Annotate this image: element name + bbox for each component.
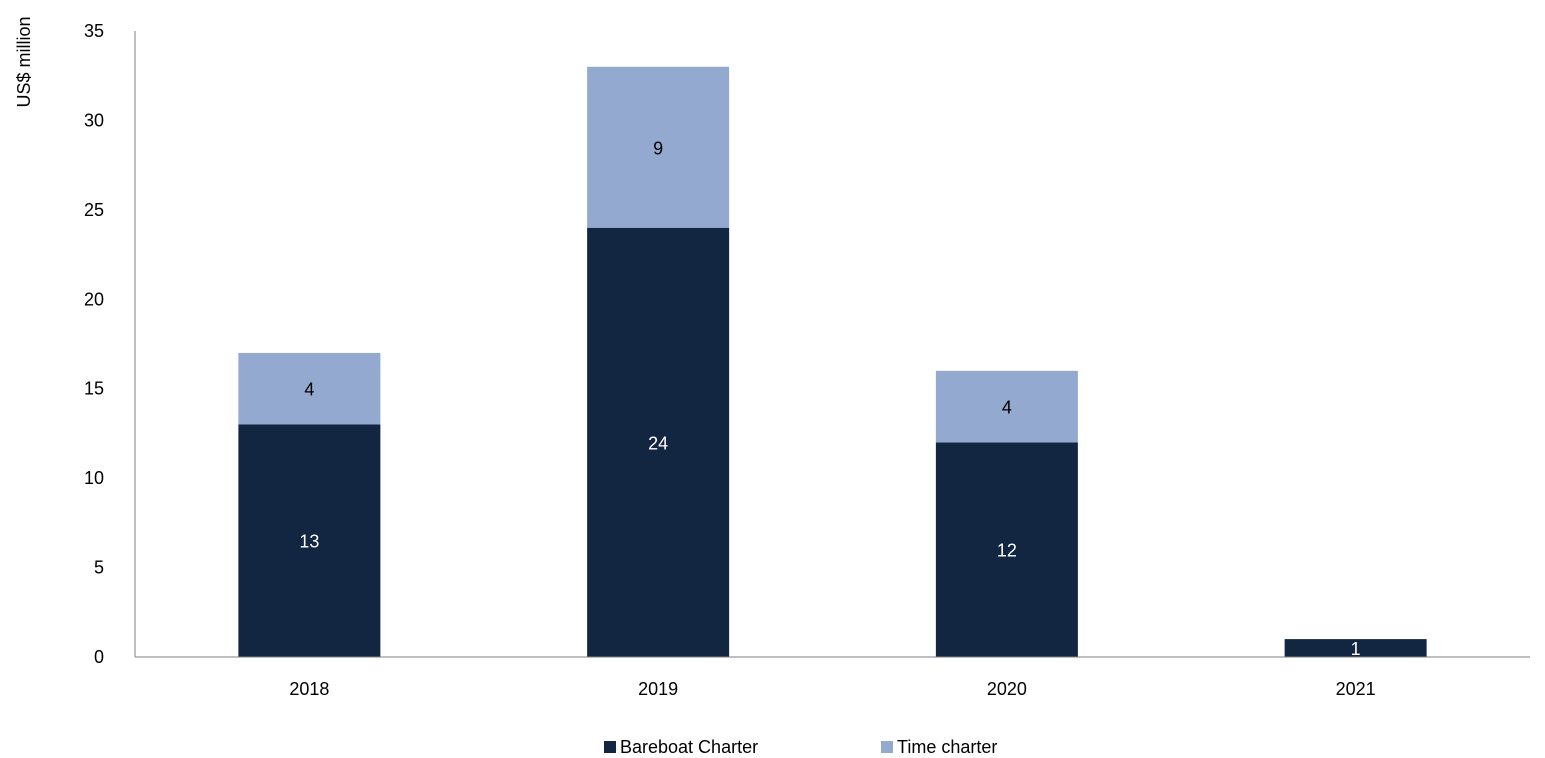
- data-label: 4: [1002, 398, 1012, 418]
- data-labels: 13 4 24 9 12 4 1: [299, 138, 1360, 659]
- bars: [238, 66, 1427, 657]
- x-tick-label: 2020: [987, 679, 1027, 699]
- data-label: 1: [1351, 639, 1361, 659]
- y-tick-label: 25: [84, 200, 104, 220]
- y-tick-label: 10: [84, 468, 104, 488]
- data-label: 13: [299, 532, 319, 552]
- y-tick-label: 20: [84, 289, 104, 309]
- bar-segment: [587, 227, 730, 657]
- x-tick-label: 2018: [289, 679, 329, 699]
- y-axis-ticks: 0 5 10 15 20 25 30 35: [84, 21, 104, 667]
- y-axis-title: US$ million: [14, 16, 34, 107]
- y-tick-label: 15: [84, 379, 104, 399]
- data-label: 12: [997, 541, 1017, 561]
- bar-segment: [238, 424, 381, 657]
- legend-label: Bareboat Charter: [620, 737, 758, 757]
- bar-segment: [935, 370, 1078, 443]
- y-tick-label: 35: [84, 21, 104, 41]
- bar-segment: [587, 66, 730, 228]
- y-tick-label: 0: [94, 647, 104, 667]
- x-tick-label: 2021: [1336, 679, 1376, 699]
- legend-swatch: [604, 741, 616, 753]
- data-label: 4: [304, 380, 314, 400]
- bar-segment: [1284, 639, 1427, 657]
- legend-label: Time charter: [897, 737, 997, 757]
- y-tick-label: 30: [84, 110, 104, 130]
- data-label: 24: [648, 433, 668, 453]
- bar-segment: [238, 352, 381, 425]
- legend-swatch: [881, 741, 893, 753]
- bar-segment: [935, 442, 1078, 657]
- x-axis-ticks: 2018 2019 2020 2021: [289, 679, 1375, 699]
- x-tick-label: 2019: [638, 679, 678, 699]
- legend: Bareboat Charter Time charter: [604, 737, 997, 757]
- y-tick-label: 5: [94, 558, 104, 578]
- data-label: 9: [653, 138, 663, 158]
